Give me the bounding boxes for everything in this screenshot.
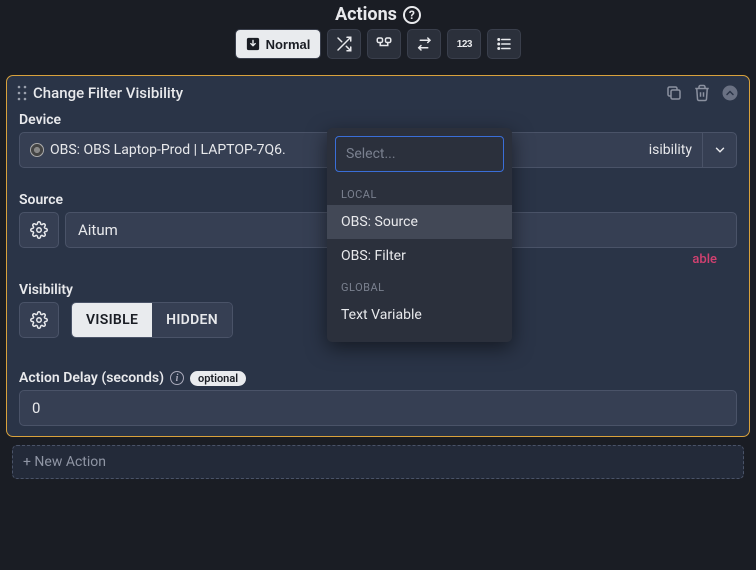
group-button[interactable]: [367, 29, 401, 59]
copy-icon: [665, 84, 683, 102]
help-icon[interactable]: ?: [403, 6, 421, 24]
delay-input[interactable]: [19, 390, 737, 426]
device-value-prefix: OBS: OBS Laptop-Prod | LAPTOP-7Q6.: [50, 142, 286, 158]
chevron-down-icon: [713, 143, 727, 157]
shuffle-icon: [335, 35, 353, 53]
visibility-settings-button[interactable]: [19, 302, 59, 338]
delay-label: Action Delay (seconds): [19, 370, 164, 386]
variable-tag: able: [692, 252, 717, 267]
popover-item[interactable]: OBS: Source: [327, 205, 512, 239]
group-icon: [375, 35, 393, 53]
drag-handle-icon[interactable]: [17, 85, 27, 101]
optional-badge: optional: [190, 371, 246, 386]
mode-normal-button[interactable]: Normal: [235, 29, 322, 59]
visibility-segmented: VISIBLE HIDDEN: [71, 302, 233, 338]
obs-logo-icon: [30, 143, 44, 157]
list-button[interactable]: [487, 29, 521, 59]
gear-icon: [30, 221, 48, 239]
variable-popover: LOCAL OBS: Source OBS: Filter GLOBAL Tex…: [327, 128, 512, 342]
info-icon[interactable]: i: [170, 371, 184, 385]
new-action-button[interactable]: + New Action: [12, 445, 744, 479]
visibility-option-visible[interactable]: VISIBLE: [72, 303, 152, 337]
mode-normal-label: Normal: [266, 37, 311, 52]
swap-icon: [415, 35, 433, 53]
device-chevron[interactable]: [702, 133, 736, 167]
gear-icon: [30, 311, 48, 329]
list-icon: [495, 35, 513, 53]
device-label: Device: [19, 112, 737, 128]
action-title: Change Filter Visibility: [33, 84, 665, 102]
popover-item[interactable]: Text Variable: [327, 298, 512, 332]
collapse-button[interactable]: [721, 84, 739, 102]
page-title: Actions: [335, 4, 397, 25]
trash-icon: [693, 84, 711, 102]
chevron-up-fill-icon: [721, 84, 739, 102]
arrow-down-box-icon: [246, 37, 260, 51]
source-settings-button[interactable]: [19, 212, 59, 248]
popover-item[interactable]: OBS: Filter: [327, 239, 512, 273]
popover-group-label: LOCAL: [327, 180, 512, 205]
popover-group-label: GLOBAL: [327, 273, 512, 298]
counter-button[interactable]: 123: [447, 29, 481, 59]
duplicate-button[interactable]: [665, 84, 683, 102]
shuffle-button[interactable]: [327, 29, 361, 59]
popover-search: [335, 136, 504, 172]
actions-toolbar: Normal 123: [0, 29, 756, 59]
device-value-suffix: isibility: [649, 142, 692, 158]
swap-button[interactable]: [407, 29, 441, 59]
popover-search-input[interactable]: [336, 146, 512, 162]
visibility-option-hidden[interactable]: HIDDEN: [152, 303, 232, 337]
delete-button[interactable]: [693, 84, 711, 102]
